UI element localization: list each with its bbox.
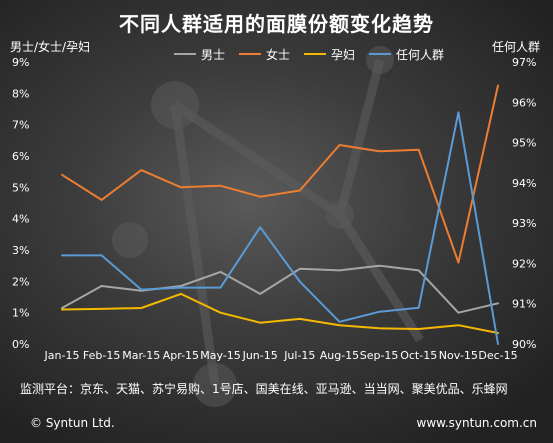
y-right-tick-label: 91% [512,298,536,311]
legend-item: 孕妇 [304,46,355,63]
series-line-男士 [61,264,499,314]
legend-label: 任何人群 [396,47,445,62]
y-left-tick-label: 1% [12,307,29,320]
series-line-孕妇 [61,292,499,334]
x-tick-label: May-15 [200,349,241,362]
y-right-tick-label: 94% [512,177,536,190]
website: www.syntun.com.cn [416,416,538,430]
legend-swatch [174,53,196,55]
y-right-tick-label: 96% [512,96,536,109]
legend-item: 任何人群 [369,46,444,63]
legend-label: 女士 [266,47,291,62]
legend-item: 女士 [239,46,290,63]
legend-swatch [239,53,262,55]
series-line-女士 [61,84,499,264]
x-tick-label: Mar-15 [122,349,160,362]
x-tick-label: Jan-15 [44,349,80,362]
y-left-tick-label: 5% [12,181,29,194]
y-left-tick-label: 3% [12,244,29,257]
y-left-tick-label: 4% [12,213,29,226]
x-tick-label: Aug-15 [320,349,359,362]
copyright: © Syntun Ltd. [30,416,115,430]
y-right-tick-label: 92% [512,257,536,270]
y-right-tick-label: 93% [512,217,536,230]
legend: 男士 女士 孕妇 任何人群 [174,46,458,62]
y-left-tick-label: 6% [12,150,29,163]
x-tick-label: Jul-15 [283,349,315,362]
y-right-tick-label: 90% [512,338,536,351]
x-tick-label: Nov-15 [439,349,478,362]
legend-label: 孕妇 [331,47,356,62]
x-tick-label: Sep-15 [360,349,399,362]
y-left-tick-label: 7% [12,119,29,132]
legend-swatch [369,53,392,55]
legend-item: 男士 [174,46,225,63]
y-axis-left-label: 男士/女士/孕妇 [10,40,91,54]
y-right-tick-label: 95% [512,137,536,150]
x-tick-label: Oct-15 [400,349,437,362]
data-sources: 监测平台：京东、天猫、苏宁易购、1号店、国美在线、亚马逊、当当网、聚美优品、乐蜂… [20,382,508,396]
series-line-任何人群 [61,111,499,345]
x-tick-label: Apr-15 [163,349,199,362]
y-left-tick-label: 2% [12,275,29,288]
y-left-tick-label: 9% [12,56,29,69]
y-left-tick-label: 0% [12,338,29,351]
legend-label: 男士 [201,47,226,62]
y-axis-right-label: 任何人群 [492,40,541,54]
y-right-tick-label: 97% [512,56,536,69]
x-tick-label: Dec-15 [478,349,517,362]
x-tick-label: Feb-15 [83,349,120,362]
legend-swatch [304,53,327,55]
x-tick-label: Jun-15 [242,349,278,362]
y-left-tick-label: 8% [12,87,29,100]
chart-title: 不同人群适用的面膜份额变化趋势 [119,12,434,36]
